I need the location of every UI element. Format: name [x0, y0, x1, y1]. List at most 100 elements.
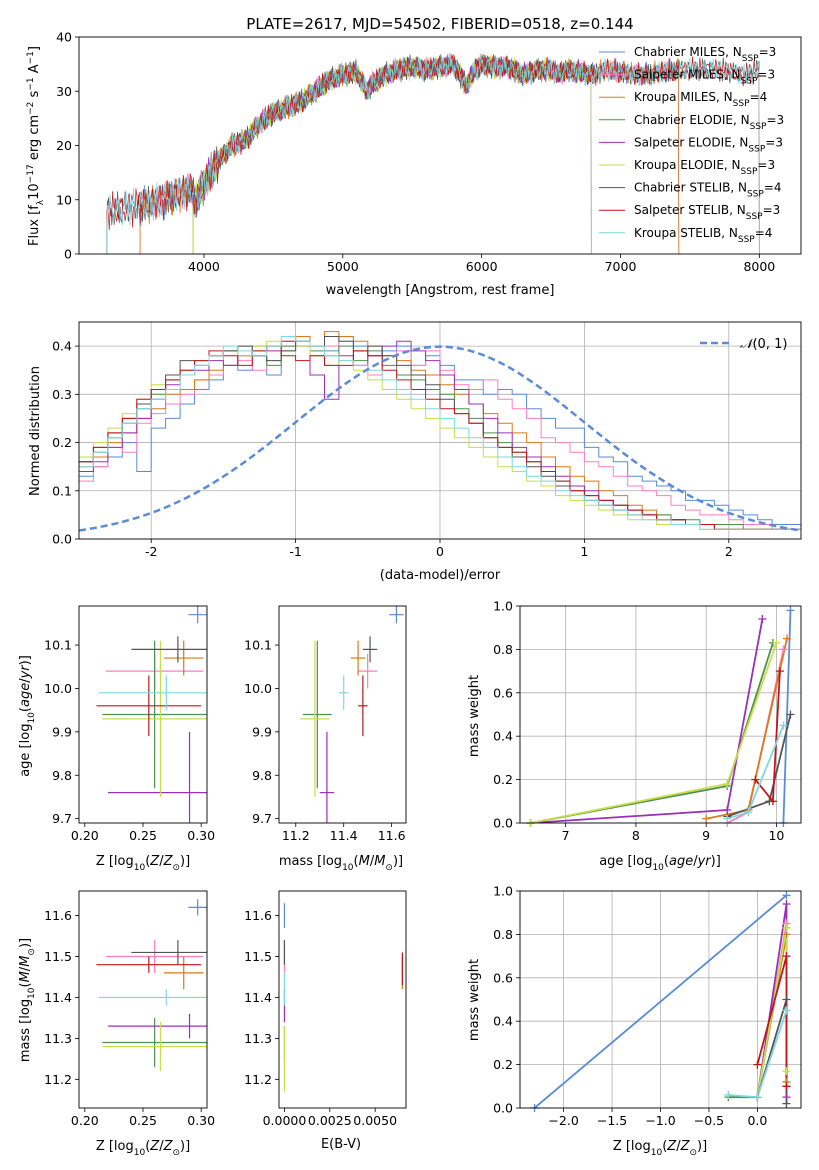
spectrum-plot-area: [106, 53, 760, 254]
mw-z-ylabel: mass weight: [467, 959, 482, 1041]
age_vs_Z-xtick-label: 0.20: [71, 828, 99, 843]
spectrum-model-line: [106, 55, 760, 254]
age_vs_Z-plot-area: [96, 606, 207, 823]
residual-histogram: [79, 345, 801, 530]
massweight_vs_Z-ytick-label: 0.8: [493, 927, 513, 942]
mass-weight-marker: [772, 638, 781, 647]
mass_vs_ebv-ytick-label: 11.4: [244, 990, 272, 1005]
age_vs_Z-frame: [78, 605, 208, 824]
mass-weight-marker: [782, 1099, 791, 1108]
residual-histogram: [79, 336, 801, 530]
massweight_vs_age-ytick-label: 0.6: [493, 685, 513, 700]
age_vs_Z-axes: 0.20 0.25 0.30 9.7 9.8 9.9 10.0 10.1 Z [log10(Z/…: [18, 605, 215, 873]
age_vs_Z-xtick-label: 0.25: [129, 828, 157, 843]
mass-weight-marker: [723, 779, 732, 788]
mass-weight-marker: [753, 1060, 762, 1069]
residuals-xtick-label: -2: [145, 544, 157, 559]
massweight_vs_age-ytick-label: 0.2: [493, 772, 513, 787]
mass_vs_ebv-frame: [278, 890, 407, 1109]
age_vs_mass-plot-area: [300, 606, 404, 823]
mass_vs_ebv-ytick-label: 11.6: [244, 908, 272, 923]
massweight_vs_Z-ytick-label: 0.0: [493, 1101, 513, 1116]
legend-entry: 𝒩(0, 1): [740, 337, 787, 352]
mass_vs_ebv-xtick-label: 0.0025: [308, 1113, 352, 1128]
mass_vs_Z-ytick-label: 11.3: [44, 1031, 72, 1046]
spectrum-ylabel: Flux [fλ10−17 erg cm−2 s−1 A−1]: [26, 46, 46, 246]
mass-weight-marker: [758, 615, 767, 624]
residual-histogram: [79, 340, 801, 530]
mass_vs_Z-xtick-label: 0.30: [187, 1113, 215, 1128]
age_vs_mass-ytick-label: 10.1: [244, 638, 272, 653]
mass-weight-marker: [782, 634, 791, 643]
massweight_vs_age-ytick-label: 1.0: [493, 599, 513, 614]
age_vs_Z-xtick-label: 0.30: [187, 828, 215, 843]
residuals-ytick-label: 0.3: [52, 387, 72, 402]
mass_vs_ebv-axes: 0.0000 0.0025 0.0050 11.2 11.3 11.4 11.5 11.6 E(…: [244, 890, 407, 1152]
mass_vs_Z-ytick-label: 11.6: [44, 908, 72, 923]
figure-title: PLATE=2617, MJD=54502, FIBERID=0518, z=0…: [246, 15, 633, 33]
residuals-ytick-label: 0.0: [52, 532, 72, 547]
age_vs_mass-ytick-label: 9.8: [252, 768, 272, 783]
mass-weight-marker: [782, 1067, 791, 1076]
mass-weight-marker: [782, 891, 791, 900]
legend-entry: Kroupa STELIB, NSSP=4: [634, 226, 772, 245]
residuals-ytick-label: 0.2: [52, 435, 72, 450]
legend-entry: Salpeter STELIB, NSSP=3: [634, 203, 780, 222]
spectrum-ytick-label: 30: [56, 84, 72, 99]
spectrum-xtick-label: 8000: [743, 259, 775, 274]
mw-z-xlabel: Z [log10(Z/Z⊙)]: [613, 1139, 707, 1158]
massweight_vs_Z-ytick-label: 1.0: [493, 884, 513, 899]
age_vs_Z-ytick-label: 10.1: [44, 638, 72, 653]
legend-entry: Salpeter ELODIE, NSSP=3: [634, 135, 783, 154]
residuals-ytick-label: 0.1: [52, 483, 72, 498]
spectrum-ytick-label: 40: [56, 30, 72, 45]
mass-weight-line: [782, 610, 792, 823]
residuals-xtick-label: 2: [725, 544, 733, 559]
mass-vs-z-ylabel: mass [log10(M/M⊙)]: [18, 938, 37, 1062]
spectrum-xtick-label: 5000: [327, 259, 359, 274]
residuals-ylabel: Normed distribution: [28, 366, 43, 496]
age_vs_mass-xtick-label: 11.6: [378, 828, 406, 843]
residuals-xtick-label: 1: [580, 544, 588, 559]
massweight_vs_Z-xtick-label: 0.0: [747, 1113, 767, 1128]
mass-weight-marker: [753, 1093, 762, 1102]
mass-weight-marker: [724, 1090, 733, 1099]
mass_vs_Z-ytick-label: 11.4: [44, 990, 72, 1005]
mass-weight-marker: [702, 814, 711, 823]
age_vs_mass-ytick-label: 10.0: [244, 681, 272, 696]
mass-weight-marker: [751, 775, 760, 784]
age_vs_Z-ytick-label: 9.9: [52, 724, 72, 739]
mass-weight-marker: [768, 797, 777, 806]
massweight_vs_age-ytick-label: 0.0: [493, 816, 513, 831]
residuals-xtick-label: -1: [289, 544, 301, 559]
mass_vs_ebv-xtick-label: 0.0050: [353, 1113, 397, 1128]
spectrum-frame: [78, 36, 802, 255]
residuals-plot-area: [79, 322, 801, 539]
mass-weight-marker: [782, 952, 791, 961]
mass-weight-marker: [779, 721, 788, 730]
mass_vs_Z-xtick-label: 0.20: [71, 1113, 99, 1128]
mass-weight-marker: [775, 667, 784, 676]
plot-layer: 4000 5000 6000 7000 8000010203040wavelength …: [18, 30, 802, 1158]
normal-reference-curve: [79, 345, 801, 532]
legend-entry: Salpeter MILES, NSSP=3: [634, 68, 775, 87]
massweight_vs_age-xtick-label: 7: [562, 828, 570, 843]
age-vs-z-xlabel: Z [log10(Z/Z⊙)]: [96, 854, 190, 873]
mass-weight-marker: [744, 808, 753, 817]
legend-entry: Kroupa MILES, NSSP=4: [634, 90, 767, 109]
mass-weight-marker: [782, 1082, 791, 1091]
age_vs_Z-ytick-label: 10.0: [44, 681, 72, 696]
mw-age-ylabel: mass weight: [467, 675, 482, 757]
mw-age-xlabel: age [log10(age/yr)]: [599, 854, 721, 873]
spectrum-ytick-label: 0: [64, 247, 72, 262]
mass_vs_Z-axes: 0.20 0.25 0.30 11.2 11.3 11.4 11.5 11.6 Z [log10…: [18, 890, 215, 1158]
mass_vs_Z-frame: [78, 890, 208, 1109]
mass-weight-marker: [782, 900, 791, 909]
mass-weight-marker: [782, 1006, 791, 1015]
age_vs_mass-axes: 11.2 11.4 11.6 9.7 9.8 9.9 10.0 10.1 mass [log10…: [244, 605, 407, 873]
residuals-xtick-label: 0: [436, 544, 444, 559]
mass_vs_ebv-plot-area: [283, 903, 403, 1092]
legend-entry: Kroupa ELODIE, NSSP=3: [634, 158, 775, 177]
spectrum-axes: 4000 5000 6000 7000 8000 0 10 20 30 40 wavelength …: [26, 30, 802, 298]
